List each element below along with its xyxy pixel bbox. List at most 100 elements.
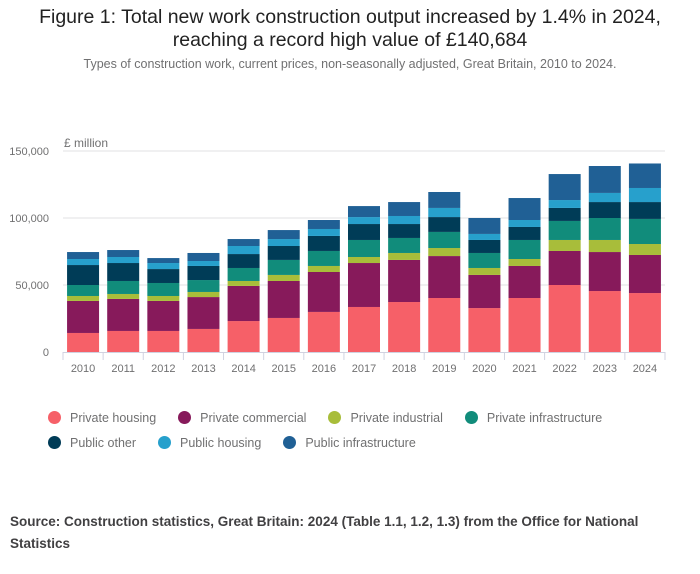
x-tick-label: 2023 (593, 363, 617, 375)
x-tick-label: 2022 (552, 363, 576, 375)
bar-segment-public-other (428, 217, 461, 232)
x-tick-label: 2015 (271, 363, 295, 375)
bar-segment-private-housing (508, 297, 541, 352)
bar-segment-public-infrastructure (227, 239, 260, 247)
bar-stack-2024 (628, 163, 661, 352)
bar-segment-private-housing (227, 321, 260, 352)
x-tick-label: 2020 (472, 363, 496, 375)
bar-stack-2022 (548, 174, 581, 352)
bar-stack-2012 (147, 258, 180, 352)
x-axis: 2010 2011 2012 2013 2014 2015 2016 2017 2018 2019… (62, 352, 666, 375)
bar-segment-private-industrial (348, 256, 380, 264)
bar-segment-public-housing (468, 233, 501, 240)
bar-segment-public-housing (428, 207, 461, 218)
bar-stack-2020 (468, 218, 501, 352)
y-tick-label: 150,000 (9, 146, 49, 158)
bar-segment-public-housing (508, 220, 541, 227)
bar-segment-private-industrial (508, 259, 541, 266)
legend-item-private-industrial[interactable]: Private industrial (328, 411, 443, 425)
bar-segment-private-infrastructure (628, 218, 661, 244)
legend-dot-icon (283, 436, 297, 449)
bar-stack-2016 (307, 220, 340, 352)
legend-item-public-infrastructure[interactable]: Public infrastructure (283, 436, 416, 450)
x-tick-label: 2014 (231, 363, 255, 375)
bar-segment-public-infrastructure (588, 166, 621, 193)
bar-segment-private-industrial (107, 293, 140, 299)
legend-label: Private commercial (200, 410, 307, 425)
bar-stack-2014 (227, 239, 260, 352)
bar-segment-private-commercial (388, 259, 421, 303)
bar-segment-private-industrial (588, 239, 621, 253)
bar-segment-private-infrastructure (227, 267, 260, 281)
bar-segment-public-other (147, 269, 180, 283)
chart-subtitle: Types of construction work, current pric… (83, 57, 617, 71)
bar-segment-private-commercial (147, 300, 180, 331)
legend-label: Public housing (180, 435, 262, 450)
bar-stack-2021 (508, 198, 541, 352)
bar-segment-private-commercial (468, 274, 501, 309)
y-axis: 0 50,000 100,000 150,000 (9, 146, 49, 359)
x-tick-label: 2012 (151, 363, 175, 375)
legend-item-private-housing[interactable]: Private housing (48, 411, 156, 425)
bar-segment-public-infrastructure (107, 250, 140, 257)
bar-segment-public-housing (147, 263, 180, 270)
legend-item-private-infrastructure[interactable]: Private infrastructure (464, 410, 603, 425)
bar-segment-public-infrastructure (468, 218, 501, 234)
bar-segment-private-infrastructure (508, 239, 541, 260)
bar-segment-private-infrastructure (307, 250, 340, 266)
bar-segment-private-infrastructure (348, 239, 380, 257)
bar-segment-private-industrial (548, 239, 581, 251)
bar-segment-public-other (227, 254, 260, 268)
legend-label: Private housing (70, 410, 157, 425)
legend-dot-icon (328, 411, 342, 424)
bar-segment-public-housing (548, 200, 581, 208)
chart-title-line-2: reaching a record high value of £140,684 (172, 29, 528, 51)
legend-item-public-housing[interactable]: Public housing (158, 436, 261, 450)
x-tick-label: 2018 (392, 363, 416, 375)
legend-item-private-commercial[interactable]: Private commercial (178, 411, 306, 425)
bar-segment-private-infrastructure (548, 220, 581, 240)
bar-stack-2018 (388, 202, 421, 352)
bar-segment-public-other (588, 202, 621, 218)
bar-segment-public-other (67, 265, 100, 285)
bar-segment-public-other (307, 235, 340, 251)
legend-label: Private infrastructure (486, 410, 603, 425)
bar-segment-private-housing (147, 330, 180, 352)
chart-title-line-1: Figure 1: Total new work construction ou… (39, 6, 661, 28)
bar-segment-private-commercial (107, 298, 140, 331)
bar-segment-public-housing (348, 217, 380, 225)
y-axis-unit-label: £ million (64, 136, 108, 150)
bar-stack-2019 (428, 192, 461, 352)
bar-segment-private-industrial (227, 280, 260, 286)
bar-segment-private-housing (468, 308, 501, 352)
bar-segment-public-housing (388, 215, 421, 225)
legend-item-public-other[interactable]: Public other (48, 436, 136, 450)
bar-segment-private-industrial (468, 267, 501, 275)
bar-segment-public-infrastructure (348, 206, 380, 218)
legend-row-1: Private housing Private commercial Private… (48, 405, 668, 430)
legend-row-2: Public other Public housing Public infrast… (48, 430, 668, 455)
bar-segment-public-infrastructure (388, 202, 421, 216)
bar-segment-public-other (267, 246, 300, 260)
bar-segment-public-housing (588, 192, 621, 203)
y-tick-label: 0 (43, 347, 49, 359)
y-tick-label: 50,000 (15, 280, 49, 292)
bar-segment-public-housing (67, 259, 100, 266)
legend-label: Public other (70, 435, 137, 450)
x-tick-label: 2019 (432, 363, 456, 375)
bar-segment-private-industrial (428, 248, 461, 257)
x-tick-label: 2011 (111, 363, 135, 375)
bar-segment-private-commercial (187, 297, 220, 329)
bar-segment-private-infrastructure (67, 285, 100, 296)
bar-segment-public-infrastructure (307, 220, 340, 229)
bar-segment-public-other (107, 263, 140, 281)
bar-segment-public-other (388, 224, 421, 238)
bar-segment-public-other (548, 207, 581, 221)
stacked-bar-chart: 0 50,000 100,000 150,000 £ million 2010 2011… (9, 136, 666, 375)
bar-segment-public-infrastructure (267, 230, 300, 240)
bar-segment-private-industrial (628, 243, 661, 255)
bar-segment-private-industrial (187, 291, 220, 298)
bar-segment-private-infrastructure (187, 280, 220, 292)
bar-segment-private-commercial (428, 256, 461, 298)
bar-segment-private-industrial (267, 274, 300, 281)
